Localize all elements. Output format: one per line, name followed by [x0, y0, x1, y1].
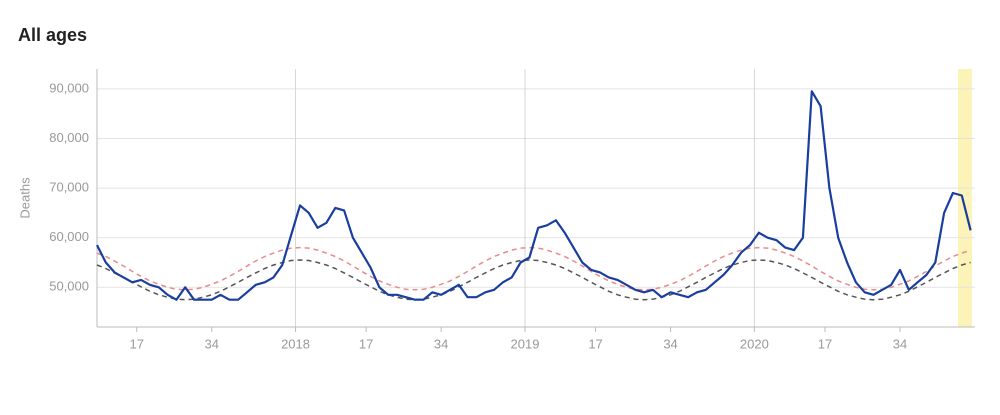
x-tick-label: 34 [204, 336, 218, 351]
x-tick-label: 34 [663, 336, 677, 351]
x-tick-label: 2018 [281, 336, 310, 351]
highlight-band [958, 69, 972, 327]
y-tick-label: 60,000 [49, 229, 89, 244]
y-axis-label: Deaths [17, 177, 32, 219]
series-line [96, 90, 972, 301]
x-tick-label: 17 [588, 336, 602, 351]
y-tick-label: 50,000 [49, 279, 89, 294]
x-tick-label: 17 [818, 336, 832, 351]
x-tick-label: 2019 [511, 336, 540, 351]
x-tick-label: 2020 [740, 336, 769, 351]
chart-title: All ages [18, 25, 87, 45]
series-line [96, 246, 971, 291]
series-line [96, 259, 971, 301]
x-tick-label: 34 [893, 336, 907, 351]
x-tick-label: 17 [359, 336, 373, 351]
x-tick-label: 17 [129, 336, 143, 351]
x-tick-label: 34 [434, 336, 448, 351]
y-tick-label: 90,000 [49, 80, 89, 95]
y-tick-label: 70,000 [49, 180, 89, 195]
y-tick-label: 80,000 [49, 130, 89, 145]
